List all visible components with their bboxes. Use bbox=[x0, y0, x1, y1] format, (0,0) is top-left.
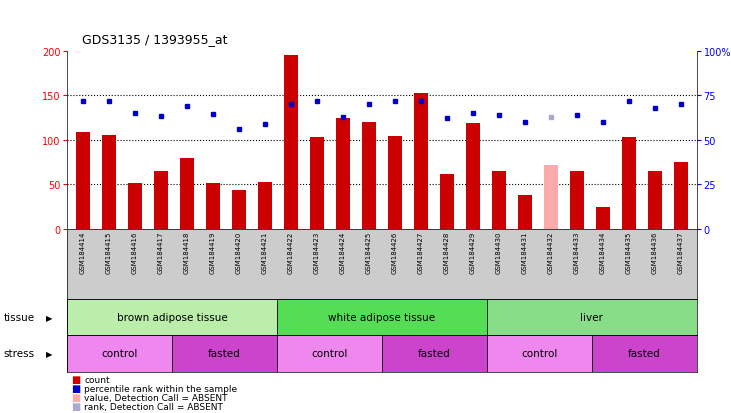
Text: GSM184422: GSM184422 bbox=[288, 231, 294, 273]
Bar bbox=[310, 138, 324, 229]
Text: fasted: fasted bbox=[208, 349, 241, 358]
Text: GSM184415: GSM184415 bbox=[106, 231, 112, 273]
Bar bbox=[382, 335, 487, 372]
Text: percentile rank within the sample: percentile rank within the sample bbox=[84, 384, 237, 393]
Text: liver: liver bbox=[580, 312, 603, 323]
Bar bbox=[487, 299, 697, 335]
Text: GSM184437: GSM184437 bbox=[678, 231, 684, 274]
Text: white adipose tissue: white adipose tissue bbox=[328, 312, 436, 323]
Text: fasted: fasted bbox=[628, 349, 661, 358]
Text: GSM184434: GSM184434 bbox=[600, 231, 606, 273]
Text: tissue: tissue bbox=[4, 312, 35, 323]
Bar bbox=[362, 123, 376, 229]
Text: GSM184433: GSM184433 bbox=[574, 231, 580, 274]
Text: GSM184423: GSM184423 bbox=[314, 231, 320, 273]
Text: control: control bbox=[521, 349, 558, 358]
Bar bbox=[172, 335, 277, 372]
Bar bbox=[388, 137, 402, 229]
Bar bbox=[67, 299, 277, 335]
Text: GSM184417: GSM184417 bbox=[158, 231, 164, 274]
Text: GSM184418: GSM184418 bbox=[184, 231, 190, 274]
Text: GSM184419: GSM184419 bbox=[210, 231, 216, 274]
Text: GSM184416: GSM184416 bbox=[132, 231, 138, 274]
Bar bbox=[67, 335, 172, 372]
Bar bbox=[622, 138, 636, 229]
Text: GSM184430: GSM184430 bbox=[496, 231, 502, 274]
Text: brown adipose tissue: brown adipose tissue bbox=[117, 312, 227, 323]
Text: GSM184431: GSM184431 bbox=[522, 231, 528, 274]
Bar bbox=[277, 299, 487, 335]
Bar bbox=[487, 335, 591, 372]
Bar bbox=[544, 165, 558, 229]
Bar bbox=[232, 191, 246, 229]
Bar bbox=[570, 171, 584, 229]
Text: GSM184432: GSM184432 bbox=[548, 231, 554, 273]
Text: ■: ■ bbox=[71, 374, 80, 384]
Text: GSM184420: GSM184420 bbox=[236, 231, 242, 273]
Bar bbox=[596, 208, 610, 229]
Text: fasted: fasted bbox=[418, 349, 451, 358]
Text: ▶: ▶ bbox=[47, 349, 53, 358]
Bar bbox=[205, 184, 220, 229]
Bar bbox=[492, 171, 506, 229]
Text: GSM184425: GSM184425 bbox=[366, 231, 372, 273]
Text: GSM184414: GSM184414 bbox=[80, 231, 86, 273]
Bar bbox=[154, 171, 168, 229]
Text: GSM184424: GSM184424 bbox=[340, 231, 346, 273]
Bar bbox=[336, 118, 350, 229]
Text: GSM184427: GSM184427 bbox=[418, 231, 424, 273]
Bar bbox=[648, 171, 662, 229]
Text: ▶: ▶ bbox=[47, 313, 53, 322]
Text: GDS3135 / 1393955_at: GDS3135 / 1393955_at bbox=[82, 33, 227, 45]
Text: ■: ■ bbox=[71, 383, 80, 393]
Bar bbox=[102, 136, 116, 229]
Text: count: count bbox=[84, 375, 110, 384]
Bar bbox=[518, 195, 532, 229]
Text: value, Detection Call = ABSENT: value, Detection Call = ABSENT bbox=[84, 393, 227, 402]
Text: GSM184428: GSM184428 bbox=[444, 231, 450, 273]
Bar bbox=[258, 183, 272, 229]
Bar bbox=[674, 163, 688, 229]
Text: ■: ■ bbox=[71, 392, 80, 402]
Bar bbox=[128, 184, 142, 229]
Bar bbox=[440, 174, 454, 229]
Bar bbox=[591, 335, 697, 372]
Bar bbox=[76, 133, 90, 229]
Text: GSM184429: GSM184429 bbox=[470, 231, 476, 273]
Text: GSM184435: GSM184435 bbox=[626, 231, 632, 273]
Text: control: control bbox=[311, 349, 348, 358]
Text: GSM184421: GSM184421 bbox=[262, 231, 268, 273]
Text: GSM184436: GSM184436 bbox=[652, 231, 658, 274]
Bar bbox=[277, 335, 382, 372]
Bar bbox=[414, 94, 428, 229]
Text: rank, Detection Call = ABSENT: rank, Detection Call = ABSENT bbox=[84, 402, 223, 411]
Text: ■: ■ bbox=[71, 401, 80, 411]
Bar bbox=[466, 123, 480, 229]
Bar bbox=[180, 159, 194, 229]
Text: control: control bbox=[102, 349, 138, 358]
Bar bbox=[284, 56, 298, 229]
Text: stress: stress bbox=[4, 349, 35, 358]
Text: GSM184426: GSM184426 bbox=[392, 231, 398, 273]
